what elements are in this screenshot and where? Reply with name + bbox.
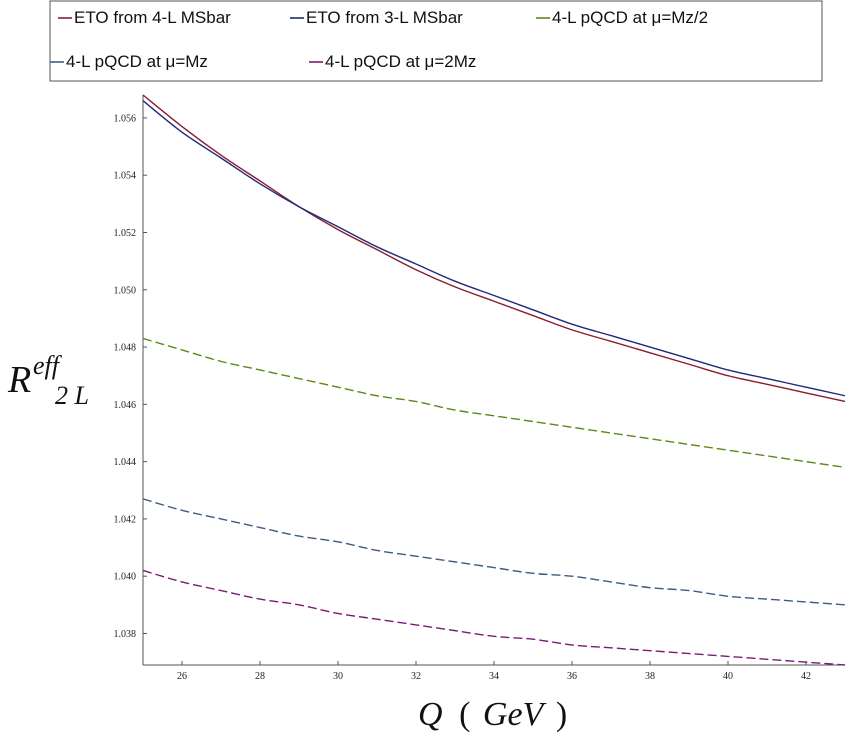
series-lines — [142, 94, 846, 666]
y-tick-label: 1.056 — [114, 113, 137, 124]
x-tick-label: 38 — [645, 671, 655, 682]
x-tick-label: 30 — [333, 671, 343, 682]
y-axis-title-sup: eff — [33, 351, 63, 380]
x-tick-label: 32 — [411, 671, 421, 682]
x-tick-label: 26 — [177, 671, 187, 682]
x-tick-label: 34 — [489, 671, 499, 682]
y-tick-label: 1.054 — [114, 171, 137, 182]
y-tick-label: 1.048 — [114, 343, 137, 354]
x-axis-title-open-paren: ( — [459, 696, 470, 733]
series-line-eto-from-4-l-msbar — [142, 94, 846, 403]
y-tick-label: 1.044 — [114, 457, 137, 468]
y-tick-label: 1.050 — [114, 285, 137, 296]
x-axis-title-close-paren: ) — [556, 696, 567, 733]
legend-label-4-l-pqcd-at-2mz: 4-L pQCD at μ=2Mz — [325, 52, 476, 71]
y-tick-label: 1.040 — [114, 572, 137, 583]
legend-label-4-l-pqcd-at-mz: 4-L pQCD at μ=Mz — [66, 52, 208, 71]
x-ticks: 26 28 30 32 34 36 38 40 42 — [177, 661, 811, 682]
x-axis-title: Q ( GeV ) — [418, 696, 567, 733]
x-tick-label: 40 — [723, 671, 733, 682]
x-tick-label: 42 — [801, 671, 811, 682]
y-tick-label: 1.042 — [114, 514, 137, 525]
y-axis-title-main: R — [7, 359, 31, 401]
x-axis-title-var: Q — [418, 696, 443, 733]
x-axis-title-unit: GeV — [483, 696, 548, 733]
y-tick-label: 1.052 — [114, 228, 137, 239]
y-tick-label: 1.038 — [114, 629, 137, 640]
y-tick-label: 1.046 — [114, 400, 137, 411]
y-ticks: 1.038 1.040 1.042 1.044 1.046 1.048 1.050 1.052… — [114, 113, 147, 640]
y-axis-title: R — [7, 359, 31, 401]
x-tick-label: 36 — [567, 671, 577, 682]
legend-label-eto-from-3-l-msbar: ETO from 3-L MSbar — [306, 8, 463, 27]
series-line-4-l-pqcd-at-mz — [142, 498, 846, 606]
legend: ETO from 4-L MSbar ETO from 3-L MSbar 4-L … — [50, 8, 708, 71]
legend-box — [49, 0, 823, 82]
series-line-4-l-pqcd-at-2mz — [142, 569, 846, 666]
series-line-4-l-pqcd-at-mz-2 — [142, 337, 846, 469]
series-line-eto-from-3-l-msbar — [142, 100, 846, 397]
legend-label-4-l-pqcd-at-mz-2: 4-L pQCD at μ=Mz/2 — [552, 8, 708, 27]
legend-label-eto-from-4-l-msbar: ETO from 4-L MSbar — [74, 8, 231, 27]
y-axis-title-sub: 2 L — [55, 381, 89, 410]
x-tick-label: 28 — [255, 671, 265, 682]
